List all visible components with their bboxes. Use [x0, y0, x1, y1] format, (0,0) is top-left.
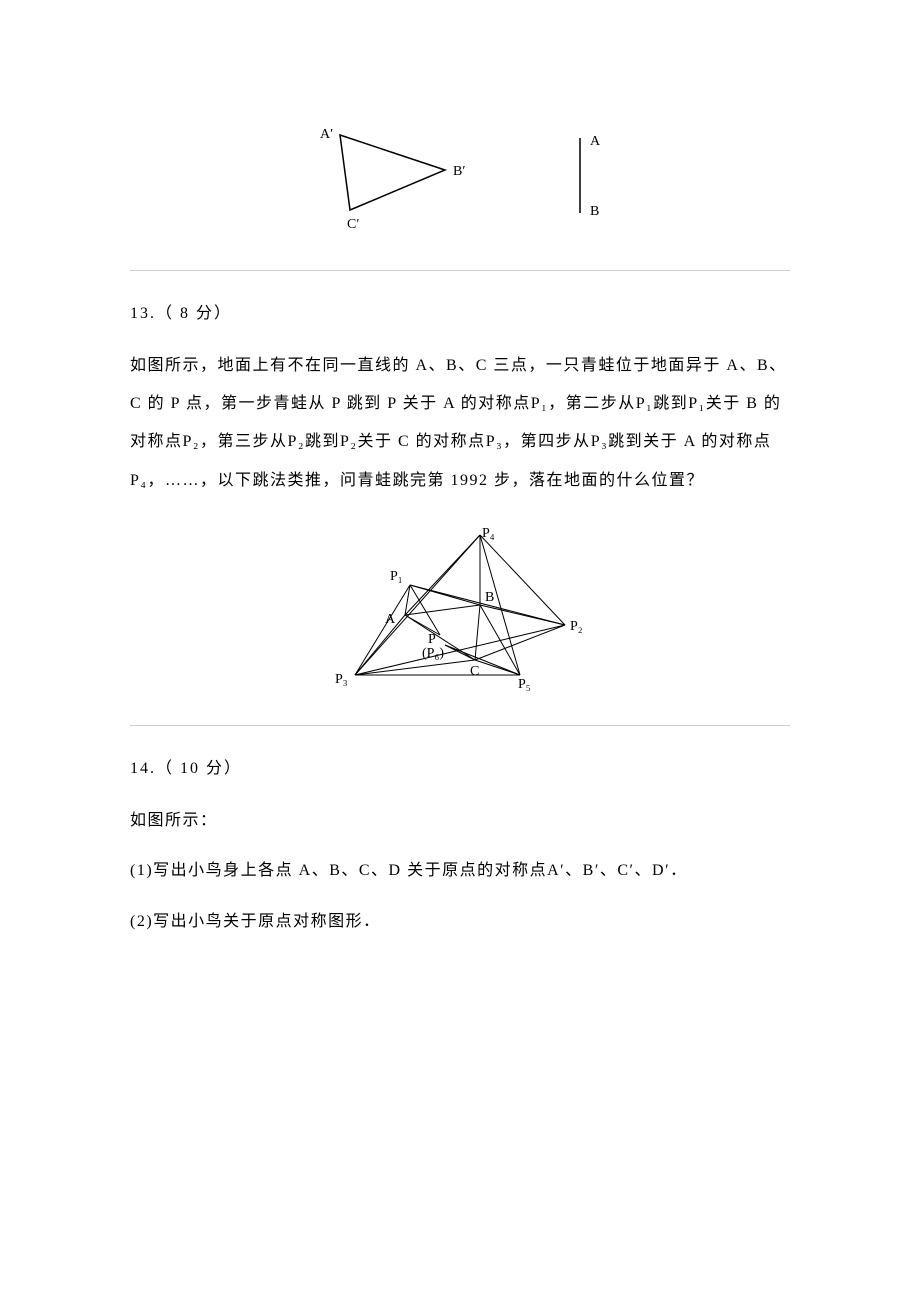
svg-text:P₂: P₂	[570, 619, 583, 634]
svg-text:P₁: P₁	[390, 569, 403, 584]
svg-text:B′: B′	[453, 164, 465, 179]
divider-1	[130, 270, 790, 271]
sub-p: P₁	[531, 395, 548, 412]
problem-13-body: 如图所示，地面上有不在同一直线的 A、B、C 三点，一只青蛙位于地面异于 A、B…	[130, 347, 790, 501]
svg-text:A: A	[385, 612, 396, 627]
svg-text:A′: A′	[320, 127, 333, 142]
problem-14-heading: 14.（ 10 分）	[130, 756, 790, 782]
sub-p: P₁	[636, 395, 653, 412]
segment-figure: AB	[565, 133, 615, 228]
divider-2	[130, 725, 790, 726]
problem-14-part1: (1)写出小鸟身上各点 A、B、C、D 关于原点的对称点A′、B′、C′、D′．	[130, 852, 790, 890]
figure-top-row: A′B′C′ AB	[130, 120, 790, 240]
svg-text:P₃: P₃	[335, 672, 348, 687]
sub-p: P₁	[688, 395, 705, 412]
svg-text:P₄: P₄	[482, 526, 495, 541]
sub-p: P₂	[288, 433, 305, 450]
triangle-figure: A′ B′ C′	[305, 120, 485, 240]
sub-p: P₂	[183, 433, 200, 450]
frog-jump-figure: A B C P P₁ P₂ P₃ P₄ P₅ (P₆)	[310, 525, 610, 700]
sub-p: P₄	[130, 472, 147, 489]
svg-text:(P₆): (P₆)	[422, 646, 444, 661]
svg-text:B: B	[485, 590, 494, 605]
sub-p: P₂	[340, 433, 357, 450]
svg-text:P₅: P₅	[518, 677, 531, 692]
svg-text:A: A	[590, 134, 601, 149]
problem-14-part2: (2)写出小鸟关于原点对称图形．	[130, 903, 790, 941]
sub-p: P₃	[591, 433, 608, 450]
svg-text:B: B	[590, 204, 599, 219]
svg-text:C′: C′	[347, 217, 359, 232]
figure-13-wrapper: A B C P P₁ P₂ P₃ P₄ P₅ (P₆)	[130, 525, 790, 700]
problem-13-heading: 13.（ 8 分）	[130, 301, 790, 327]
problem-14-intro: 如图所示：	[130, 802, 790, 840]
svg-text:P: P	[428, 632, 436, 647]
document-page: A′B′C′ AB 13.（ 8 分） 如图所示，地面上有不在同一直线的 A、B…	[0, 0, 920, 1033]
sub-p: P₃	[486, 433, 503, 450]
svg-text:C: C	[470, 664, 479, 679]
